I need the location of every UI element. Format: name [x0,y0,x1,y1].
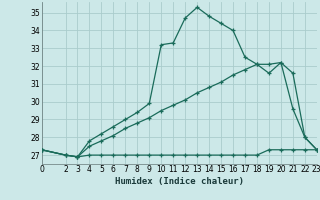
X-axis label: Humidex (Indice chaleur): Humidex (Indice chaleur) [115,177,244,186]
